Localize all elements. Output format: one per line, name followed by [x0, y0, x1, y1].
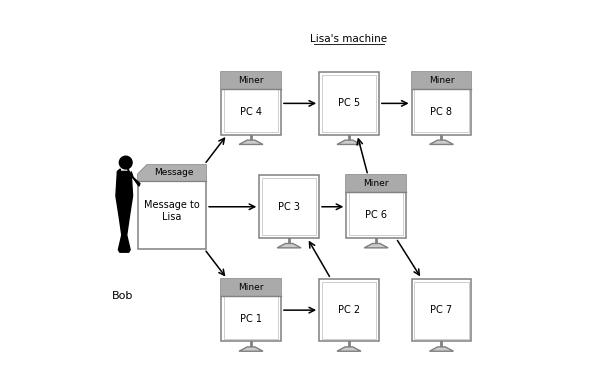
Polygon shape	[277, 243, 301, 248]
Text: Miner: Miner	[364, 179, 389, 188]
Circle shape	[119, 156, 132, 169]
Polygon shape	[138, 165, 206, 181]
Polygon shape	[337, 140, 361, 144]
Text: Miner: Miner	[238, 76, 264, 85]
FancyBboxPatch shape	[221, 279, 281, 342]
FancyBboxPatch shape	[346, 175, 406, 192]
Text: PC 1: PC 1	[240, 314, 262, 324]
Text: PC 8: PC 8	[430, 107, 452, 117]
Polygon shape	[364, 243, 388, 248]
Text: Miner: Miner	[429, 76, 454, 85]
FancyBboxPatch shape	[412, 72, 472, 89]
Text: Message to
Lisa: Message to Lisa	[144, 200, 200, 222]
FancyBboxPatch shape	[319, 279, 379, 342]
FancyBboxPatch shape	[221, 72, 281, 135]
FancyBboxPatch shape	[346, 175, 406, 238]
Text: Lisa's machine: Lisa's machine	[310, 34, 388, 44]
FancyBboxPatch shape	[412, 279, 472, 342]
Text: PC 2: PC 2	[338, 305, 360, 315]
Polygon shape	[116, 169, 140, 252]
Text: Message: Message	[154, 168, 193, 177]
FancyBboxPatch shape	[221, 72, 281, 89]
Text: PC 6: PC 6	[365, 210, 387, 220]
Text: PC 4: PC 4	[240, 107, 262, 117]
Polygon shape	[337, 347, 361, 351]
Polygon shape	[138, 165, 148, 174]
Polygon shape	[430, 347, 454, 351]
Polygon shape	[430, 140, 454, 144]
Text: PC 5: PC 5	[338, 98, 360, 108]
Text: Miner: Miner	[238, 283, 264, 292]
FancyBboxPatch shape	[319, 72, 379, 135]
Text: Bob: Bob	[112, 291, 133, 301]
Polygon shape	[239, 140, 263, 144]
Text: PC 7: PC 7	[430, 305, 452, 315]
Polygon shape	[138, 165, 206, 249]
FancyBboxPatch shape	[259, 175, 319, 238]
Text: PC 3: PC 3	[278, 202, 300, 212]
FancyBboxPatch shape	[412, 72, 472, 135]
FancyBboxPatch shape	[221, 279, 281, 296]
Polygon shape	[239, 347, 263, 351]
